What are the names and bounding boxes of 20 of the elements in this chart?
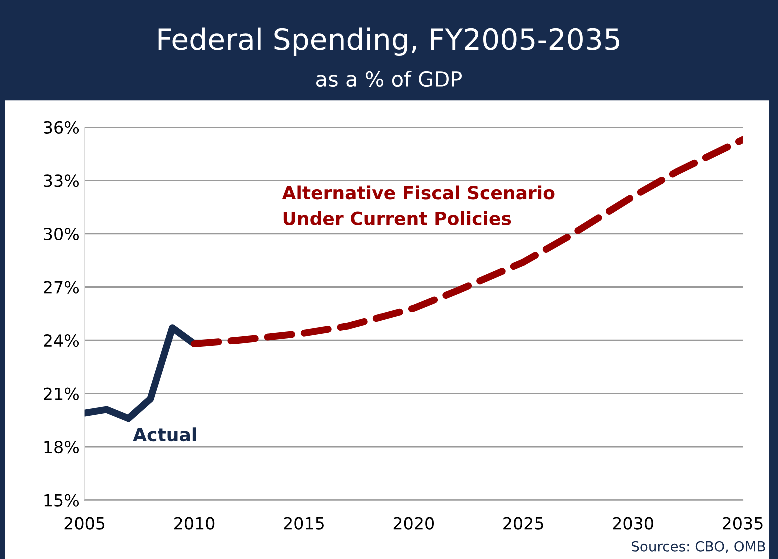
x-tick-label: 2005 — [64, 517, 105, 530]
y-tick-label: 30% — [44, 228, 80, 241]
x-tick-label: 2035 — [723, 517, 763, 530]
chart-subtitle: as a % of GDP — [316, 70, 462, 88]
y-tick-label: 21% — [44, 388, 80, 400]
y-tick-label: 24% — [44, 334, 80, 348]
y-tick-label: 33% — [44, 174, 80, 188]
x-tick-label: 2015 — [284, 517, 324, 530]
series-label: Actual — [133, 428, 196, 442]
chart-title: Federal Spending, FY2005-2035 — [158, 28, 620, 56]
source-note: Sources: CBO, OMB — [632, 541, 766, 554]
x-tick-label: 2025 — [504, 517, 544, 530]
y-tick-label: 36% — [44, 121, 80, 134]
y-tick-label: 18% — [44, 441, 80, 454]
x-tick-label: 2030 — [613, 517, 654, 530]
x-tick-label: 2010 — [174, 517, 215, 530]
x-tick-label: 2020 — [394, 517, 434, 530]
series-label: Alternative Fiscal Scenario Under Current Policies — [282, 186, 555, 226]
y-tick-label: 27% — [44, 281, 80, 294]
y-tick-label: 15% — [44, 494, 80, 507]
